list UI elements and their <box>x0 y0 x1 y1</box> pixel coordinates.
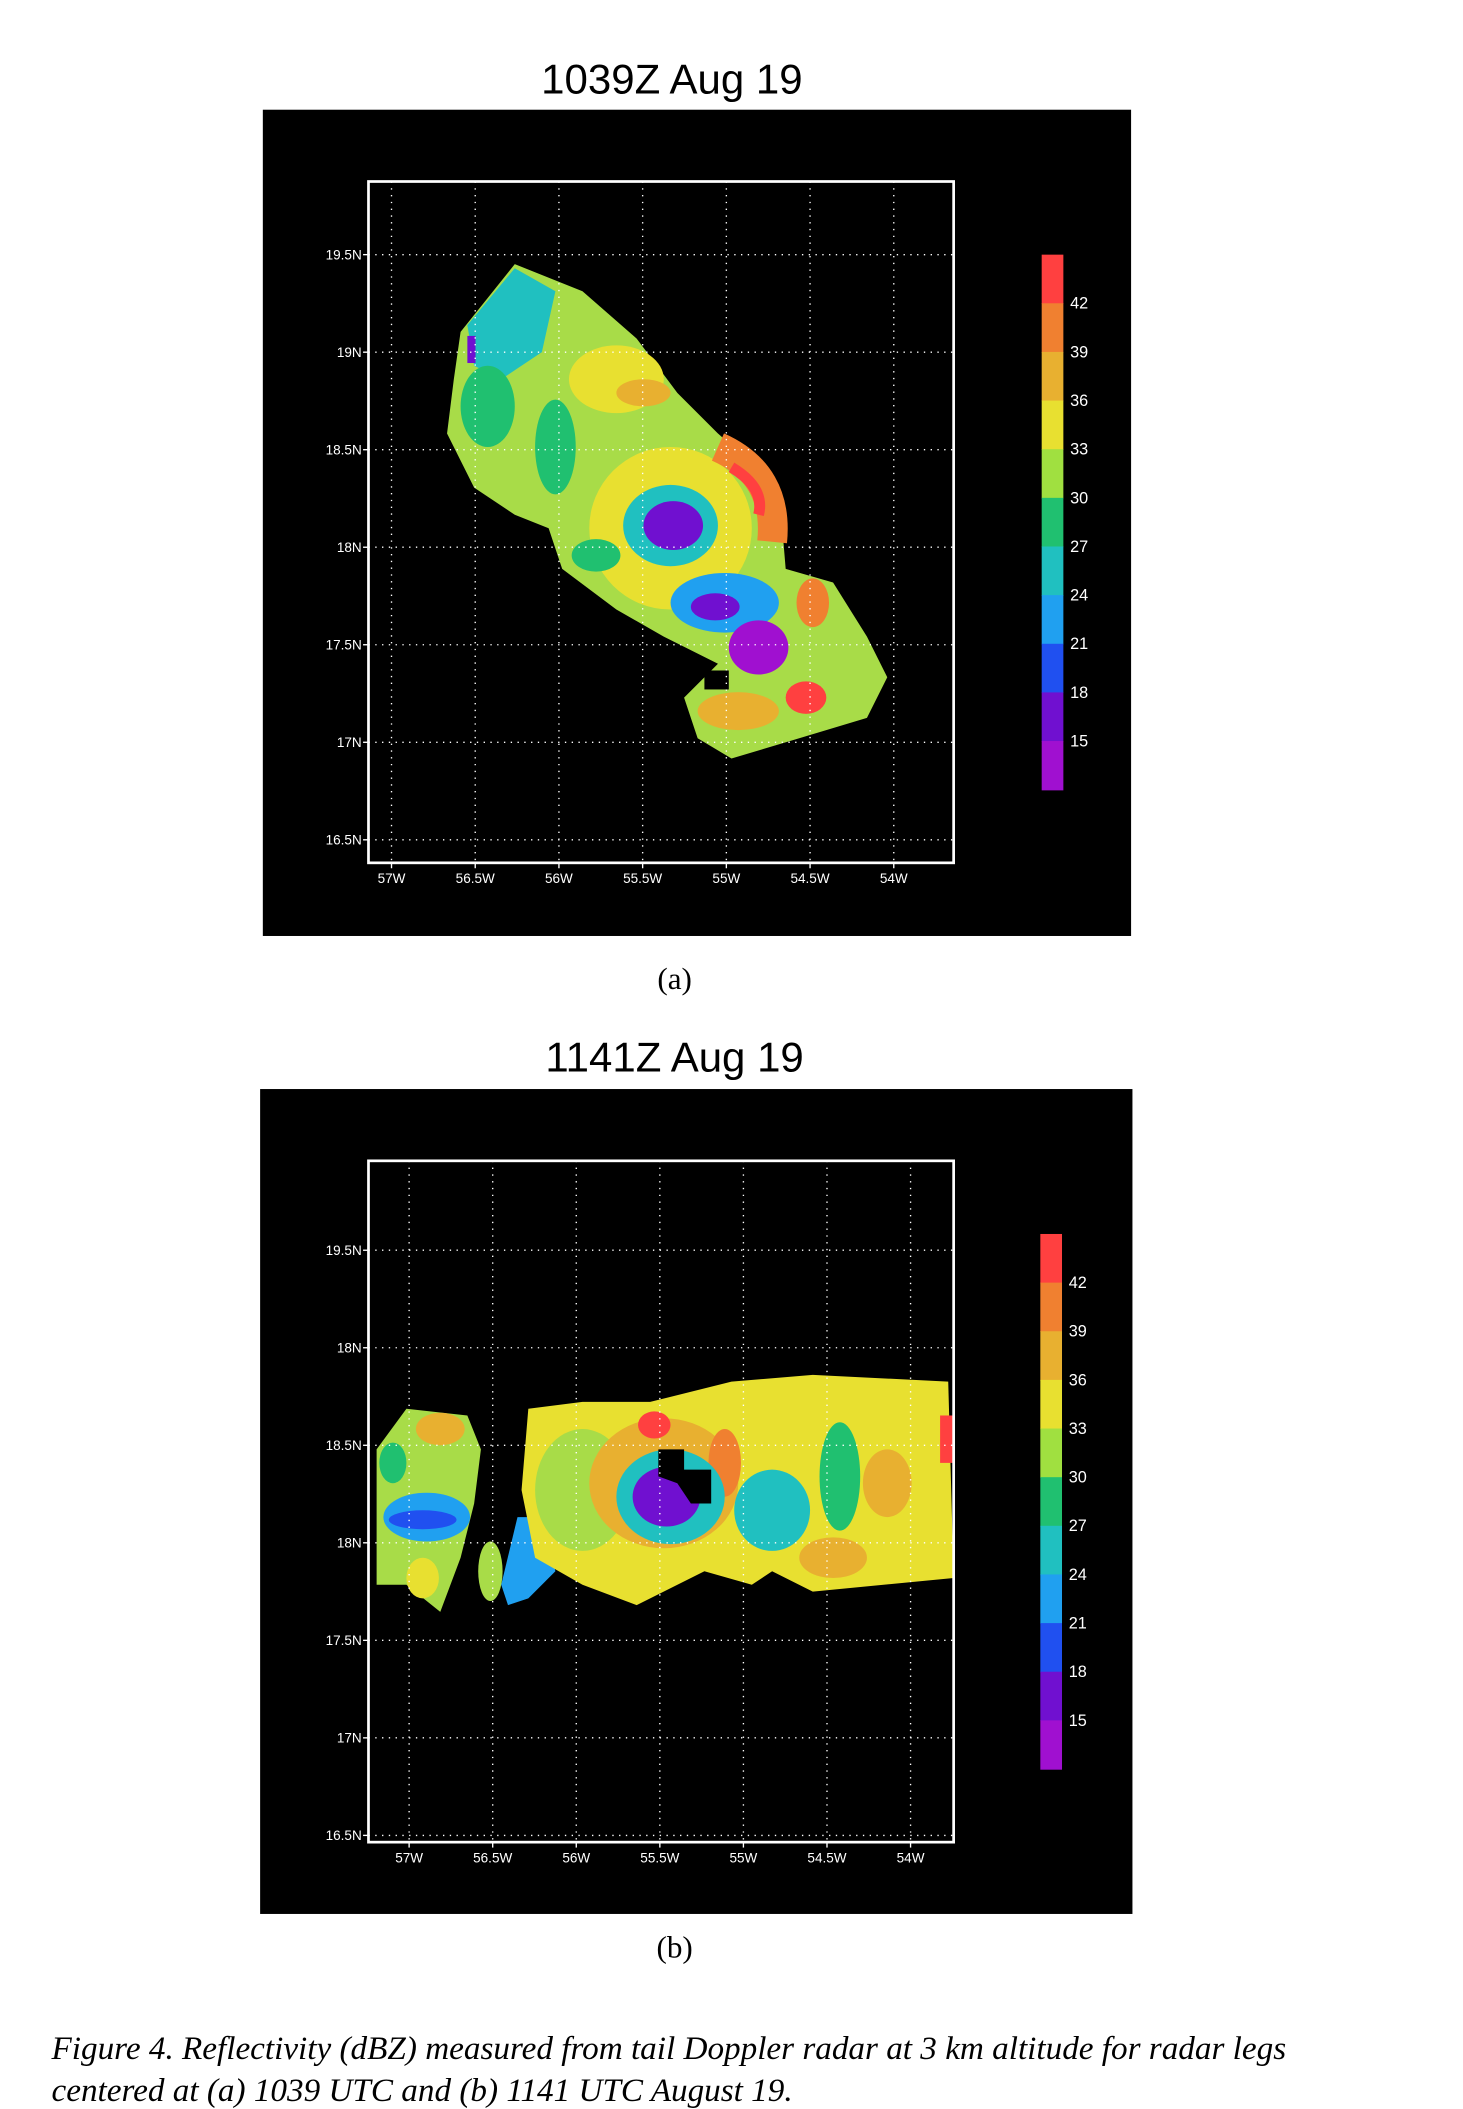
y-tick-label: 17.5N <box>326 1633 362 1648</box>
colorbar-label: 15 <box>1070 732 1088 750</box>
colorbar-label: 18 <box>1070 684 1088 702</box>
y-tick-label: 17.5N <box>326 637 362 652</box>
panel-label: (a) <box>657 961 692 996</box>
colorbar-segment <box>1041 643 1064 694</box>
colorbar-segment <box>1041 254 1064 304</box>
y-tick-label: 18N <box>337 1536 362 1551</box>
x-tick-label: 57W <box>378 871 406 886</box>
y-tick-label: 19.5N <box>326 1243 362 1258</box>
colorbar-segment <box>1040 1720 1063 1770</box>
colorbar-label: 24 <box>1069 1566 1087 1584</box>
radar-field-a <box>447 264 888 759</box>
panel-title: 1039Z Aug 19 <box>541 55 802 102</box>
colorbar-segment <box>1041 351 1064 402</box>
colorbar-label: 27 <box>1070 538 1088 556</box>
colorbar-label: 33 <box>1070 441 1088 459</box>
x-tick-label: 54W <box>880 871 908 886</box>
colorbar-segment <box>1041 400 1064 450</box>
colorbar-segment <box>1040 1282 1063 1332</box>
colorbar-segment <box>1040 1379 1063 1430</box>
y-tick-label: 19.5N <box>326 247 362 262</box>
colorbar-label: 27 <box>1069 1517 1087 1535</box>
colorbar-segment <box>1041 449 1064 499</box>
x-tick-label: 56.5W <box>456 871 495 886</box>
y-tick-label: 19N <box>337 345 362 360</box>
radar-field-b <box>376 1374 954 1612</box>
colorbar-label: 39 <box>1069 1323 1087 1341</box>
colorbar-label: 33 <box>1069 1420 1087 1438</box>
colorbar-segment <box>1040 1233 1063 1284</box>
colorbar-label: 30 <box>1069 1469 1087 1487</box>
y-tick-label: 17N <box>337 1731 362 1746</box>
x-tick-label: 55W <box>712 871 740 886</box>
y-tick-label: 18.5N <box>326 442 362 457</box>
colorbar-label: 42 <box>1070 295 1088 313</box>
x-tick-label: 54.5W <box>791 871 830 886</box>
colorbar-label: 15 <box>1069 1712 1087 1730</box>
panel-title: 1141Z Aug 19 <box>545 1033 803 1080</box>
x-tick-label: 57W <box>395 1850 423 1865</box>
colorbar-segment <box>1040 1428 1063 1478</box>
colorbar-segment <box>1040 1477 1063 1527</box>
colorbar-label: 18 <box>1069 1663 1087 1681</box>
plot-frame <box>367 180 955 865</box>
colorbar-label: 39 <box>1070 343 1088 361</box>
x-tick-label: 56W <box>545 871 573 886</box>
x-tick-label: 54.5W <box>807 1850 846 1865</box>
x-tick-label: 56W <box>562 1850 590 1865</box>
colorbar-segment <box>1041 546 1064 596</box>
colorbar-segment <box>1041 497 1064 548</box>
plot-frame <box>367 1159 955 1844</box>
caption-line: centered at (a) 1039 UTC and (b) 1141 UT… <box>52 2072 793 2109</box>
x-tick-label: 55W <box>730 1850 758 1865</box>
colorbar-segment <box>1041 303 1064 353</box>
colorbar-label: 24 <box>1070 587 1088 605</box>
colorbar-segment <box>1040 1623 1063 1673</box>
colorbar-segment <box>1040 1671 1063 1722</box>
colorbar-label: 42 <box>1069 1274 1087 1292</box>
x-tick-label: 55.5W <box>640 1850 679 1865</box>
colorbar-segment <box>1041 741 1064 791</box>
colorbar-label: 30 <box>1070 489 1088 507</box>
colorbar-segment <box>1040 1525 1063 1576</box>
y-tick-label: 18N <box>337 540 362 555</box>
caption-line: Figure 4. Reflectivity (dBZ) measured fr… <box>51 2030 1287 2067</box>
y-tick-label: 18N <box>337 1340 362 1355</box>
colorbar-label: 21 <box>1069 1615 1087 1633</box>
colorbar-label: 21 <box>1070 635 1088 653</box>
colorbar-segment <box>1041 595 1064 645</box>
x-tick-label: 56.5W <box>473 1850 512 1865</box>
panel-label: (b) <box>656 1929 692 1964</box>
y-tick-label: 17N <box>337 735 362 750</box>
colorbar-segment <box>1041 692 1064 742</box>
x-tick-label: 55.5W <box>623 871 662 886</box>
colorbar-segment <box>1040 1574 1063 1624</box>
colorbar-label: 36 <box>1069 1371 1087 1389</box>
y-tick-label: 16.5N <box>326 833 362 848</box>
colorbar-segment <box>1040 1331 1063 1381</box>
y-tick-label: 16.5N <box>326 1828 362 1843</box>
x-tick-label: 54W <box>897 1850 925 1865</box>
colorbar-label: 36 <box>1070 392 1088 410</box>
y-tick-label: 18.5N <box>326 1438 362 1453</box>
